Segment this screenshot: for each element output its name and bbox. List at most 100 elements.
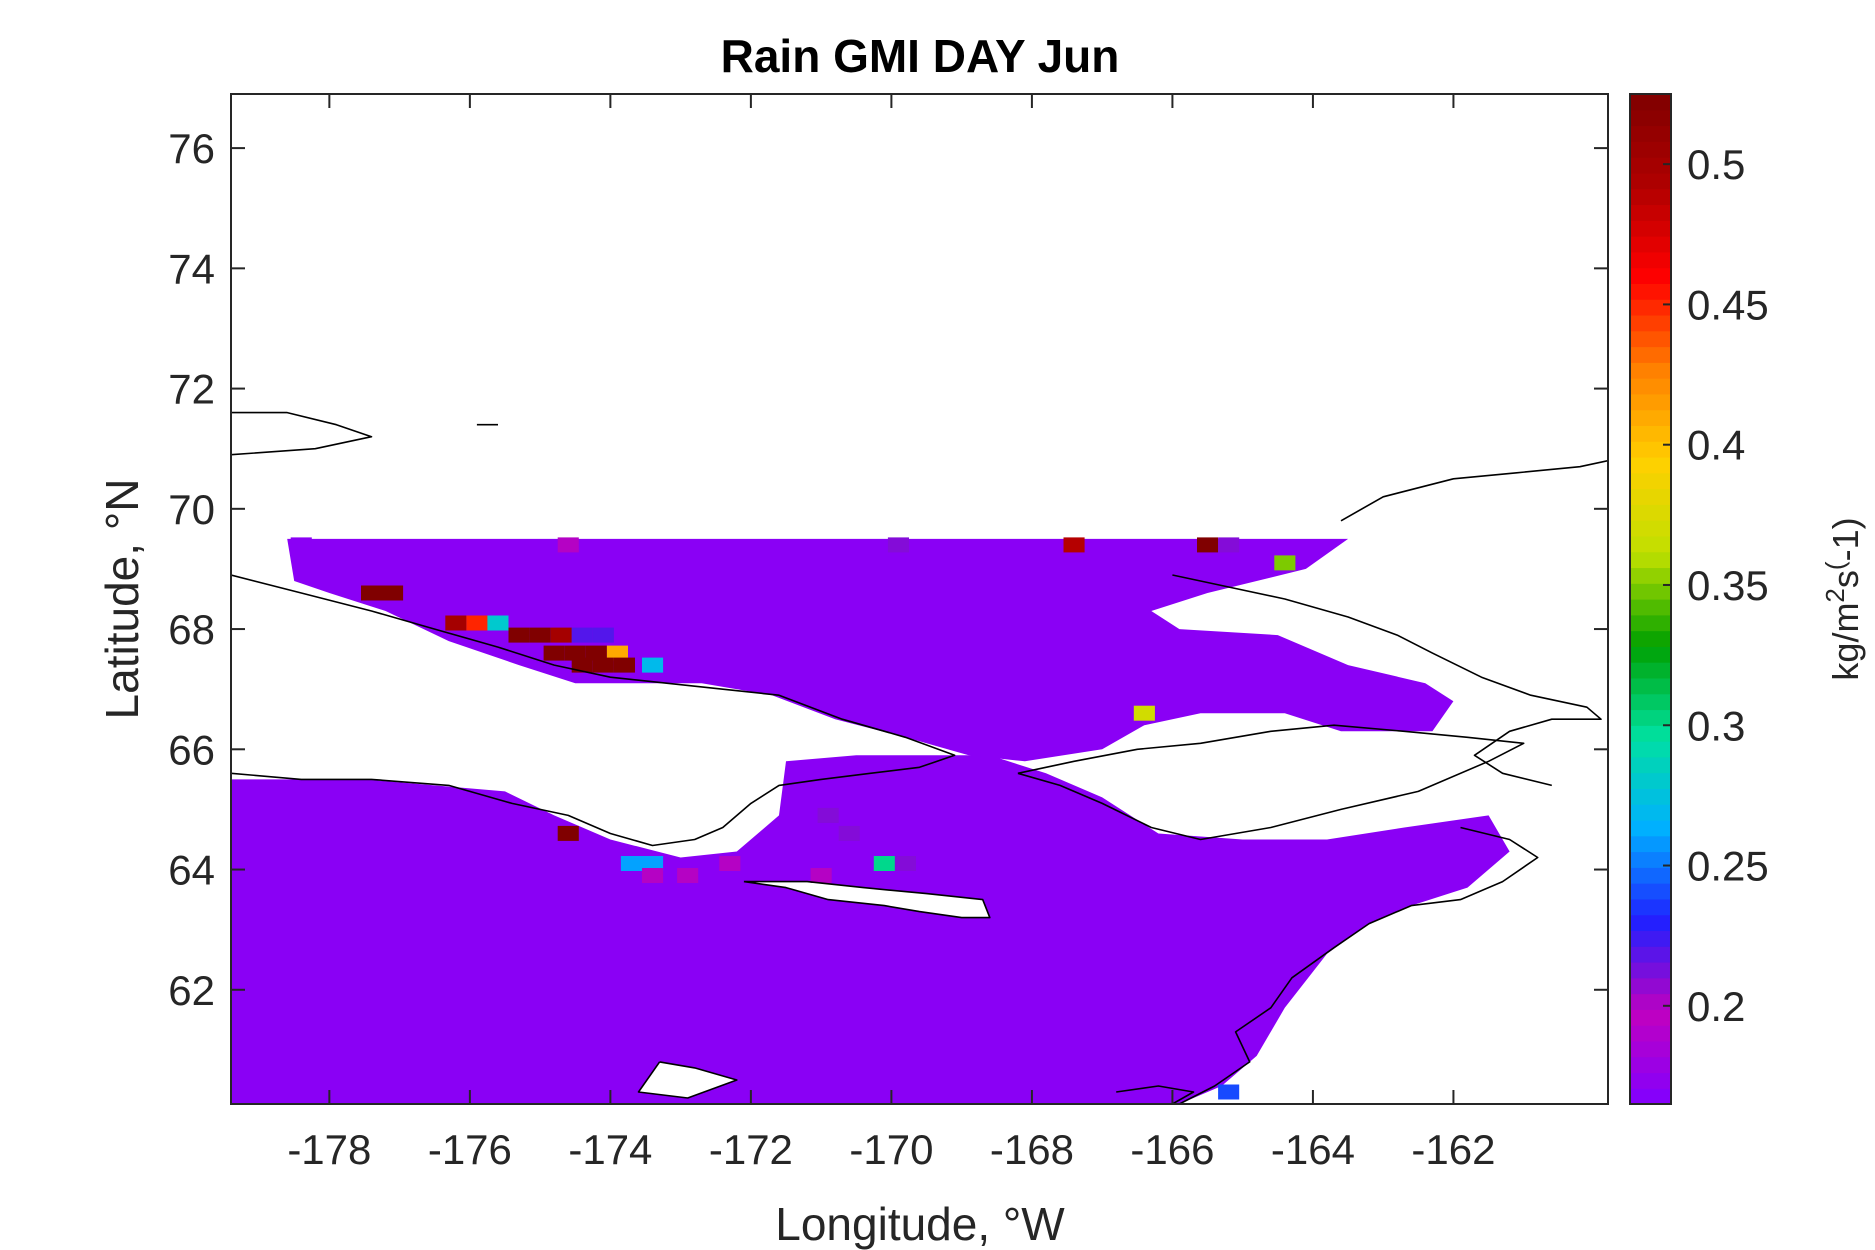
colorbar-segment	[1630, 993, 1671, 1010]
grid-cell-30	[642, 856, 664, 871]
grid-cell-31	[719, 856, 741, 871]
coastline-8	[1116, 1085, 1195, 1104]
colorbar-segment	[1630, 788, 1671, 805]
y-tick-label: 74	[168, 245, 215, 292]
grid-cell-0	[290, 537, 312, 553]
grid-cell-34	[642, 868, 664, 883]
grid-cell-13	[529, 627, 551, 643]
colorbar-segment	[1630, 599, 1671, 616]
colorbar-segment	[1630, 883, 1671, 900]
colorbar-segment	[1630, 977, 1671, 995]
coastline-7	[1179, 826, 1539, 1104]
x-axis: -178 -176 -174 -172 -170 -168 -166 -164 -162	[287, 94, 1495, 1173]
colorbar-segment	[1630, 520, 1671, 537]
ocean-region-0	[231, 755, 1510, 1104]
coastline-0	[231, 411, 373, 456]
colorbar: 0.2 0.25 0.3 0.35 0.4 0.45 0.5 kg/m2s(-1)	[1629, 93, 1866, 1105]
colorbar-segment	[1630, 914, 1671, 932]
colorbar-segment	[1630, 725, 1671, 742]
x-tick-label: -174	[568, 1126, 652, 1173]
colorbar-tick-label: 0.25	[1687, 843, 1769, 890]
plot-frame	[230, 93, 1609, 1105]
grid-cell-25	[1133, 705, 1155, 721]
grid-cell-21	[571, 657, 593, 673]
colorbar-segment	[1630, 157, 1671, 174]
colorbar-segment	[1630, 551, 1671, 569]
colorbar-segment	[1630, 804, 1671, 821]
y-tick-label: 62	[168, 967, 215, 1014]
colorbar-segment	[1630, 204, 1671, 221]
colorbar-segment	[1630, 1072, 1671, 1089]
coastline-3	[637, 1061, 738, 1099]
colorbar-segment	[1630, 1040, 1671, 1058]
y-tick-label: 70	[168, 486, 215, 533]
colorbar-segment	[1630, 583, 1671, 600]
chart-title: Rain GMI DAY Jun	[721, 30, 1120, 82]
grid-cell-11	[487, 615, 509, 631]
y-axis-label: Latitude, °N	[96, 479, 148, 720]
colorbar-segment	[1630, 898, 1671, 916]
colorbar-segment	[1630, 772, 1671, 789]
colorbar-segment	[1630, 1088, 1671, 1105]
colorbar-segment	[1630, 346, 1671, 363]
colorbar-segment	[1630, 425, 1671, 442]
y-tick-label: 66	[168, 726, 215, 773]
grid-cell-32	[873, 856, 895, 871]
colorbar-segment	[1630, 141, 1671, 158]
colorbar-tick-label: 0.45	[1687, 281, 1769, 328]
colorbar-segment	[1630, 709, 1671, 726]
colorbar-segment	[1630, 1025, 1671, 1042]
x-tick-label: -168	[990, 1126, 1074, 1173]
grid-cell-8	[382, 585, 404, 601]
grid-cell-36	[810, 868, 832, 883]
y-tick-label: 76	[168, 125, 215, 172]
colorbar-segment	[1630, 94, 1671, 111]
x-tick-label: -172	[709, 1126, 793, 1173]
colorbar-segment	[1630, 756, 1671, 774]
colorbar-segment	[1630, 961, 1671, 979]
colorbar-tick-label: 0.2	[1687, 983, 1745, 1030]
grid-cell-16	[592, 627, 614, 643]
x-axis-label: Longitude, °W	[775, 1198, 1065, 1250]
colorbar-tick-label: 0.35	[1687, 562, 1769, 609]
grid-cell-15	[571, 627, 593, 643]
colorbar-segment	[1630, 630, 1671, 647]
colorbar-tick-label: 0.4	[1687, 422, 1745, 469]
colorbar-segment	[1630, 693, 1671, 711]
colorbar-segment	[1630, 220, 1671, 237]
colorbar-ticks: 0.2 0.25 0.3 0.35 0.4 0.45 0.5	[1663, 141, 1769, 1030]
colorbar-segment	[1630, 378, 1671, 395]
colorbar-frame	[1629, 93, 1672, 1105]
colorbar-segment	[1630, 1056, 1671, 1074]
grid-cell-26	[557, 825, 579, 841]
grid-cell-19	[585, 645, 607, 661]
colorbar-segment	[1630, 456, 1671, 474]
grid-cell-6	[1274, 555, 1296, 571]
grid-cell-28	[838, 825, 860, 841]
grid-cell-4	[1197, 537, 1219, 553]
colorbar-segment	[1630, 283, 1671, 300]
grid-cell-29	[620, 856, 642, 871]
coastline-5	[1172, 574, 1602, 787]
grid-cell-22	[592, 657, 614, 673]
colorbar-segment	[1630, 314, 1671, 332]
grid-cell-5	[1218, 537, 1240, 553]
grid-cell-3	[1063, 537, 1085, 553]
colorbar-segment	[1630, 677, 1671, 695]
x-tick-label: -178	[287, 1126, 371, 1173]
grid-cell-7	[361, 585, 383, 601]
colorbar-segment	[1630, 125, 1671, 142]
colorbar-segment	[1630, 362, 1671, 379]
colorbar-segment	[1630, 267, 1671, 284]
colorbar-segment	[1630, 299, 1671, 316]
colorbar-segment	[1630, 930, 1671, 947]
y-tick-label: 68	[168, 606, 215, 653]
grid-cell-18	[564, 645, 586, 661]
x-tick-label: -166	[1130, 1126, 1214, 1173]
grid-cell-2	[887, 537, 909, 553]
coastline-1	[231, 574, 956, 847]
coastline-6	[1340, 459, 1608, 522]
colorbar-segment	[1630, 236, 1671, 253]
x-tick-label: -162	[1411, 1126, 1495, 1173]
